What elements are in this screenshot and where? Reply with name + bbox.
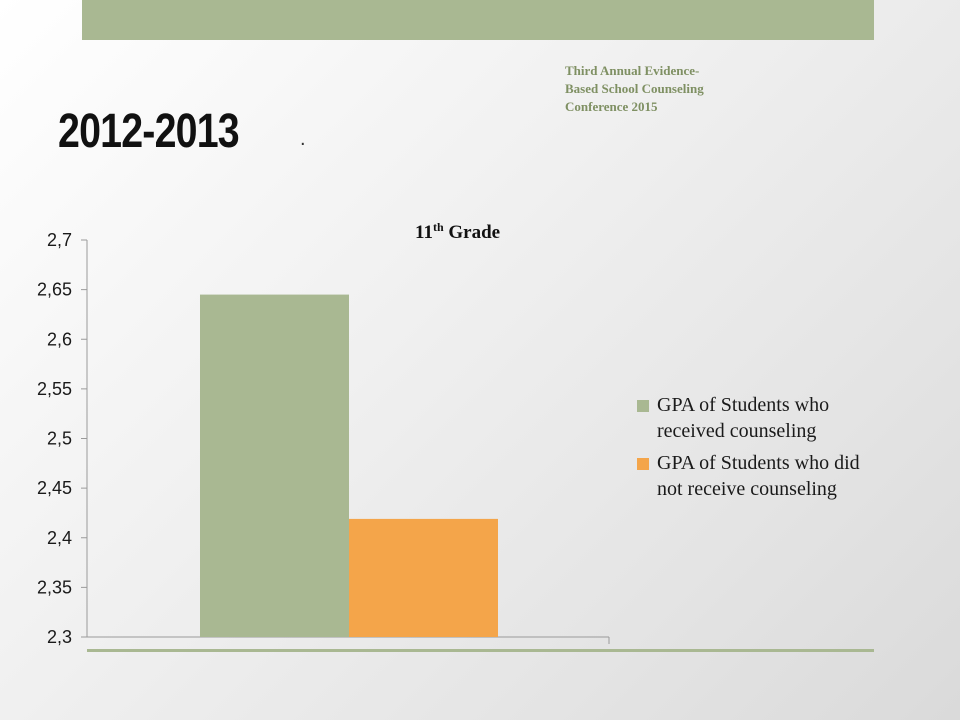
bottom-accent-rule	[87, 649, 874, 652]
page-title: 2012-2013	[58, 105, 240, 158]
legend-label-not-received-line-2: not receive counseling	[657, 478, 837, 500]
top-accent-band	[82, 0, 874, 40]
legend-label-not-received-line-1: GPA of Students who did	[657, 452, 860, 474]
page-title-suffix: .	[300, 128, 306, 150]
y-tick-label: 2,45	[37, 478, 72, 498]
y-tick-label: 2,6	[47, 329, 72, 349]
legend-swatch-received	[637, 400, 649, 412]
bar-received-counseling	[200, 294, 349, 637]
y-tick-label: 2,35	[37, 577, 72, 597]
chart-title-sup: th	[433, 220, 444, 234]
legend-item-received: GPA of Students who received counseling	[637, 392, 937, 444]
chart-title-rest: Grade	[444, 222, 500, 243]
chart-title: 11th Grade	[415, 220, 500, 243]
bars	[200, 294, 498, 637]
legend-label-received-line-1: GPA of Students who	[657, 394, 830, 416]
y-tick-label: 2,4	[47, 528, 72, 548]
legend-swatch-not-received	[637, 458, 649, 470]
legend-item-not-received: GPA of Students who did not receive coun…	[637, 450, 937, 502]
legend-label-received-line-2: received counseling	[657, 420, 817, 442]
y-tick-label: 2,65	[37, 280, 72, 300]
conference-line-2: Based School Counseling	[565, 81, 704, 96]
y-tick-label: 2,55	[37, 379, 72, 399]
bar-not-received-counseling	[349, 518, 498, 637]
y-tick-label: 2,5	[47, 429, 72, 449]
conference-line-3: Conference 2015	[565, 99, 658, 114]
y-tick-label: 2,7	[47, 230, 72, 250]
chart-title-main: 11	[415, 222, 433, 243]
y-tick-label: 2,3	[47, 627, 72, 647]
conference-note: Third Annual Evidence- Based School Coun…	[565, 62, 765, 116]
chart-legend: GPA of Students who received counseling …	[637, 392, 937, 508]
conference-line-1: Third Annual Evidence-	[565, 63, 700, 78]
